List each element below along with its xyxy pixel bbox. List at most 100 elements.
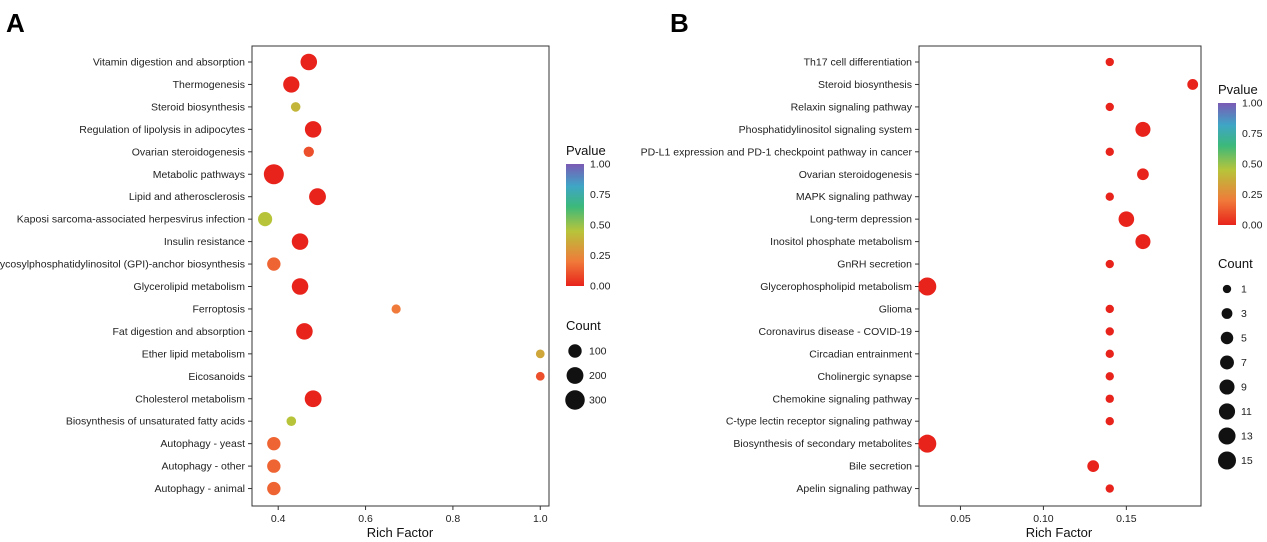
- panel-b-count-legend-label: 15: [1241, 455, 1253, 467]
- panel-b-count-legend-label: 3: [1241, 308, 1247, 320]
- panel-a-point: [304, 121, 322, 138]
- panel-a-point: [304, 390, 322, 408]
- panel-a-pvalue-tick-label: 0.75: [590, 189, 611, 201]
- panel-a-point: [267, 257, 281, 271]
- panel-a-category-label: Autophagy - yeast: [160, 438, 245, 450]
- panel-b-category-label: Coronavirus disease - COVID-19: [759, 326, 913, 338]
- panel-b-point: [1135, 121, 1151, 137]
- panel-b-point: [1087, 460, 1100, 472]
- panel-b-category-label: Relaxin signaling pathway: [791, 101, 913, 113]
- panel-a-point: [391, 304, 401, 314]
- panel-a-category-label: Autophagy - animal: [155, 483, 245, 495]
- panel-b-pvalue-legend-title: Pvalue: [1218, 82, 1258, 97]
- panel-b-category-label: Chemokine signaling pathway: [773, 393, 913, 405]
- panel-a-count-legend-label: 300: [589, 395, 607, 407]
- panel-b-point: [1105, 349, 1114, 359]
- panel-b-point: [1118, 211, 1135, 227]
- panel-b-point: [1105, 327, 1114, 336]
- panel-b: B Th17 cell differentiation Steroid biosy…: [641, 8, 1263, 540]
- panel-b-point: [1187, 79, 1199, 90]
- panel-b-category-label: Inositol phosphate metabolism: [770, 236, 912, 248]
- panel-a-count-legend-title: Count: [566, 318, 601, 333]
- panel-a-pvalue-colorbar: [566, 164, 584, 286]
- panel-a: A Vitamin digestion and absorption Thermo…: [0, 8, 611, 540]
- panel-a-point: [309, 188, 326, 206]
- panel-a-category-label: Autophagy - other: [162, 461, 246, 473]
- panel-a-category-label: Metabolic pathways: [153, 169, 245, 181]
- panel-a-pvalue-legend-title: Pvalue: [566, 143, 606, 158]
- panel-b-letter: B: [670, 8, 689, 38]
- panel-a-x-axis-title: Rich Factor: [367, 525, 434, 540]
- panel-b-category-label: Phosphatidylinositol signaling system: [739, 124, 913, 136]
- panel-b-point: [1137, 168, 1149, 181]
- panel-a-x-tick-label: 0.6: [358, 513, 373, 525]
- panel-a-point: [296, 323, 313, 340]
- panel-a-category-label: Vitamin digestion and absorption: [93, 57, 245, 69]
- panel-a-category-label: Cholesterol metabolism: [135, 393, 245, 405]
- panel-b-pvalue-ticks: 1.00 0.75 0.50 0.25 0.00: [1242, 98, 1263, 232]
- panel-b-count-legend-dot: [1222, 284, 1232, 294]
- panel-a-category-labels: Vitamin digestion and absorption Thermoge…: [0, 57, 252, 495]
- panel-a-x-tick-label: 0.4: [271, 513, 286, 525]
- panel-b-pvalue-colorbar: [1218, 103, 1236, 225]
- panel-a-category-label: Glycerolipid metabolism: [134, 281, 246, 293]
- panel-a-category-label: Lipid and atherosclerosis: [129, 191, 245, 203]
- panel-b-point: [1105, 417, 1114, 426]
- panel-b-x-tick-label: 0.15: [1116, 513, 1137, 525]
- panel-a-point: [286, 416, 297, 426]
- panel-a-letter: A: [6, 8, 25, 38]
- panel-b-count-legend-title: Count: [1218, 256, 1253, 271]
- panel-b-pvalue-legend: Pvalue 1.00 0.75 0.50 0.25 0.00: [1218, 82, 1263, 232]
- panel-b-category-label: Bile secretion: [849, 461, 912, 473]
- panel-b-count-legend-label: 1: [1241, 284, 1247, 296]
- panel-b-category-label: Glioma: [879, 303, 912, 315]
- panel-a-pvalue-ticks: 1.00 0.75 0.50 0.25 0.00: [590, 159, 611, 293]
- panel-a-count-legend-label: 200: [589, 370, 607, 382]
- panel-b-category-label: Circadian entrainment: [809, 348, 912, 360]
- panel-b-category-label: Long-term depression: [810, 214, 912, 226]
- panel-a-pvalue-legend: Pvalue 1.00 0.75 0.50 0.25 0.00: [566, 143, 611, 293]
- panel-b-category-label: MAPK signaling pathway: [796, 191, 913, 203]
- panel-a-point: [267, 436, 281, 451]
- panel-b-x-tick-label: 0.05: [950, 513, 971, 525]
- panel-b-category-label: PD-L1 expression and PD-1 checkpoint pat…: [641, 146, 913, 158]
- panel-a-point: [283, 76, 300, 93]
- panel-b-x-ticks: 0.05 0.10 0.15: [950, 506, 1137, 525]
- panel-a-point: [263, 164, 284, 185]
- panel-b-x-axis-title: Rich Factor: [1026, 525, 1093, 540]
- panel-a-point: [258, 212, 273, 227]
- panel-b-point: [1105, 372, 1114, 381]
- panel-a-points: [258, 53, 545, 496]
- panel-b-category-label: C-type lectin receptor signaling pathway: [726, 416, 913, 428]
- panel-b-pvalue-tick-label: 0.00: [1242, 220, 1263, 232]
- panel-a-category-label: Biosynthesis of unsaturated fatty acids: [66, 416, 245, 428]
- panel-a-point: [303, 146, 314, 157]
- panel-b-count-legend-dot: [1220, 355, 1234, 370]
- panel-b-count-legend-label: 9: [1241, 382, 1247, 394]
- panel-a-pvalue-tick-label: 0.25: [590, 250, 611, 262]
- panel-a-category-label: Fat digestion and absorption: [112, 326, 245, 338]
- panel-a-pvalue-tick-label: 0.50: [590, 220, 611, 232]
- panel-b-plot-area: [918, 45, 1202, 507]
- panel-b-count-legend-dot: [1219, 379, 1235, 395]
- panel-a-count-legend: Count 100 200 300: [565, 318, 607, 410]
- panel-a-category-label: Kaposi sarcoma-associated herpesvirus in…: [17, 214, 245, 226]
- panel-b-count-legend-dot: [1218, 403, 1236, 420]
- panel-a-count-legend-label: 100: [589, 346, 607, 358]
- panel-b-category-label: Cholinergic synapse: [817, 371, 912, 383]
- panel-b-count-legend-dot: [1218, 427, 1236, 445]
- panel-a-point: [291, 278, 309, 295]
- panel-b-category-label: GnRH secretion: [837, 259, 912, 271]
- panel-b-category-label: Biosynthesis of secondary metabolites: [733, 438, 912, 450]
- panel-b-count-legend-label: 11: [1241, 406, 1252, 418]
- panel-b-category-label: Th17 cell differentiation: [804, 57, 913, 69]
- panel-b-points: [918, 57, 1199, 493]
- panel-b-count-legend-label: 13: [1241, 431, 1253, 443]
- panel-b-count-legend-label: 5: [1241, 333, 1247, 345]
- panel-a-point: [535, 349, 545, 359]
- panel-a-category-label: Regulation of lipolysis in adipocytes: [79, 124, 245, 136]
- panel-a-pvalue-tick-label: 1.00: [590, 159, 611, 171]
- panel-b-count-legend-dot: [1218, 451, 1236, 470]
